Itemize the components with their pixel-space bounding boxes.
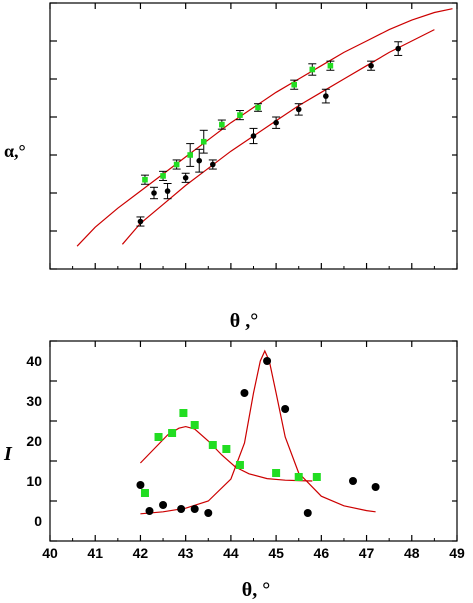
y-tick-label: 0 xyxy=(34,513,42,529)
data-point-square xyxy=(312,473,321,481)
data-point-circle xyxy=(204,509,213,517)
data-point-square xyxy=(291,81,297,88)
data-point-circle xyxy=(303,509,312,517)
data-point-square xyxy=(140,489,149,497)
data-point-square xyxy=(154,433,163,441)
x-tick-label: 45 xyxy=(268,545,284,561)
data-point-circle xyxy=(273,119,279,126)
fit-curve xyxy=(76,8,453,247)
data-point-square xyxy=(219,121,225,128)
data-point-circle xyxy=(395,45,402,52)
data-point-circle xyxy=(151,190,157,196)
data-point-square xyxy=(235,461,244,469)
data-point-circle xyxy=(159,501,168,509)
data-point-circle xyxy=(182,175,189,181)
data-point-square xyxy=(142,176,148,183)
data-point-circle xyxy=(263,357,272,365)
top-y-axis-label: α,° xyxy=(4,141,26,161)
data-point-circle xyxy=(137,218,144,225)
x-tick-label: 44 xyxy=(223,545,239,561)
data-point-square xyxy=(309,66,316,73)
data-point-square xyxy=(168,429,177,437)
y-tick-label: 30 xyxy=(26,393,42,409)
data-point-square xyxy=(294,473,303,481)
data-point-square xyxy=(200,138,207,145)
x-tick-label: 47 xyxy=(359,545,375,561)
top-ticks xyxy=(49,2,458,270)
bottom-chart: 40 41 42 43 44 45 46 47 48 49 0 10 20 30 40 I θ, ° xyxy=(3,340,465,601)
data-point-circle xyxy=(348,477,357,485)
data-point-circle xyxy=(368,62,374,69)
fit-curve xyxy=(121,29,435,245)
y-tick-label: 40 xyxy=(26,353,42,369)
x-tick-label: 40 xyxy=(42,545,58,561)
data-point-circle xyxy=(196,157,203,164)
x-tick-label: 41 xyxy=(87,545,103,561)
bottom-y-axis-label: I xyxy=(3,443,13,465)
data-point-circle xyxy=(210,161,216,168)
bottom-points xyxy=(136,357,380,517)
data-point-circle xyxy=(323,93,329,99)
x-tick-label: 49 xyxy=(449,545,465,561)
data-point-square xyxy=(327,62,334,69)
data-point-square xyxy=(190,421,199,429)
data-point-square xyxy=(272,469,281,477)
data-point-circle xyxy=(145,507,154,515)
data-point-square xyxy=(222,445,231,453)
bottom-plot-frame xyxy=(49,340,458,542)
top-curves xyxy=(76,8,453,247)
fit-curve xyxy=(139,425,313,482)
data-point-circle xyxy=(250,133,257,139)
top-chart: α,° θ ,° xyxy=(4,2,458,332)
x-tick-label: 42 xyxy=(133,545,149,561)
bottom-x-axis-label: θ, ° xyxy=(242,579,270,601)
data-point-square xyxy=(179,409,188,417)
data-point-circle xyxy=(371,483,380,491)
bottom-ticks: 40 41 42 43 44 45 46 47 48 49 0 10 20 30 40 xyxy=(26,340,465,561)
x-tick-label: 43 xyxy=(178,545,194,561)
fit-curve xyxy=(140,349,376,515)
data-point-circle xyxy=(295,106,302,113)
data-point-square xyxy=(208,441,217,449)
data-point-square xyxy=(187,152,193,158)
data-point-circle xyxy=(240,389,249,397)
y-tick-label: 20 xyxy=(26,433,42,449)
data-point-square xyxy=(255,104,261,111)
data-point-square xyxy=(237,112,243,118)
x-tick-label: 48 xyxy=(404,545,420,561)
y-tick-label: 10 xyxy=(26,473,42,489)
top-x-axis-label: θ ,° xyxy=(230,310,258,332)
data-point-circle xyxy=(190,505,199,513)
data-point-circle xyxy=(177,505,186,513)
data-point-circle xyxy=(136,481,145,489)
data-point-circle xyxy=(281,405,290,413)
data-point-square xyxy=(160,173,166,179)
x-tick-label: 46 xyxy=(314,545,330,561)
top-points xyxy=(136,41,403,227)
data-point-square xyxy=(173,161,180,168)
data-point-circle xyxy=(164,188,171,194)
